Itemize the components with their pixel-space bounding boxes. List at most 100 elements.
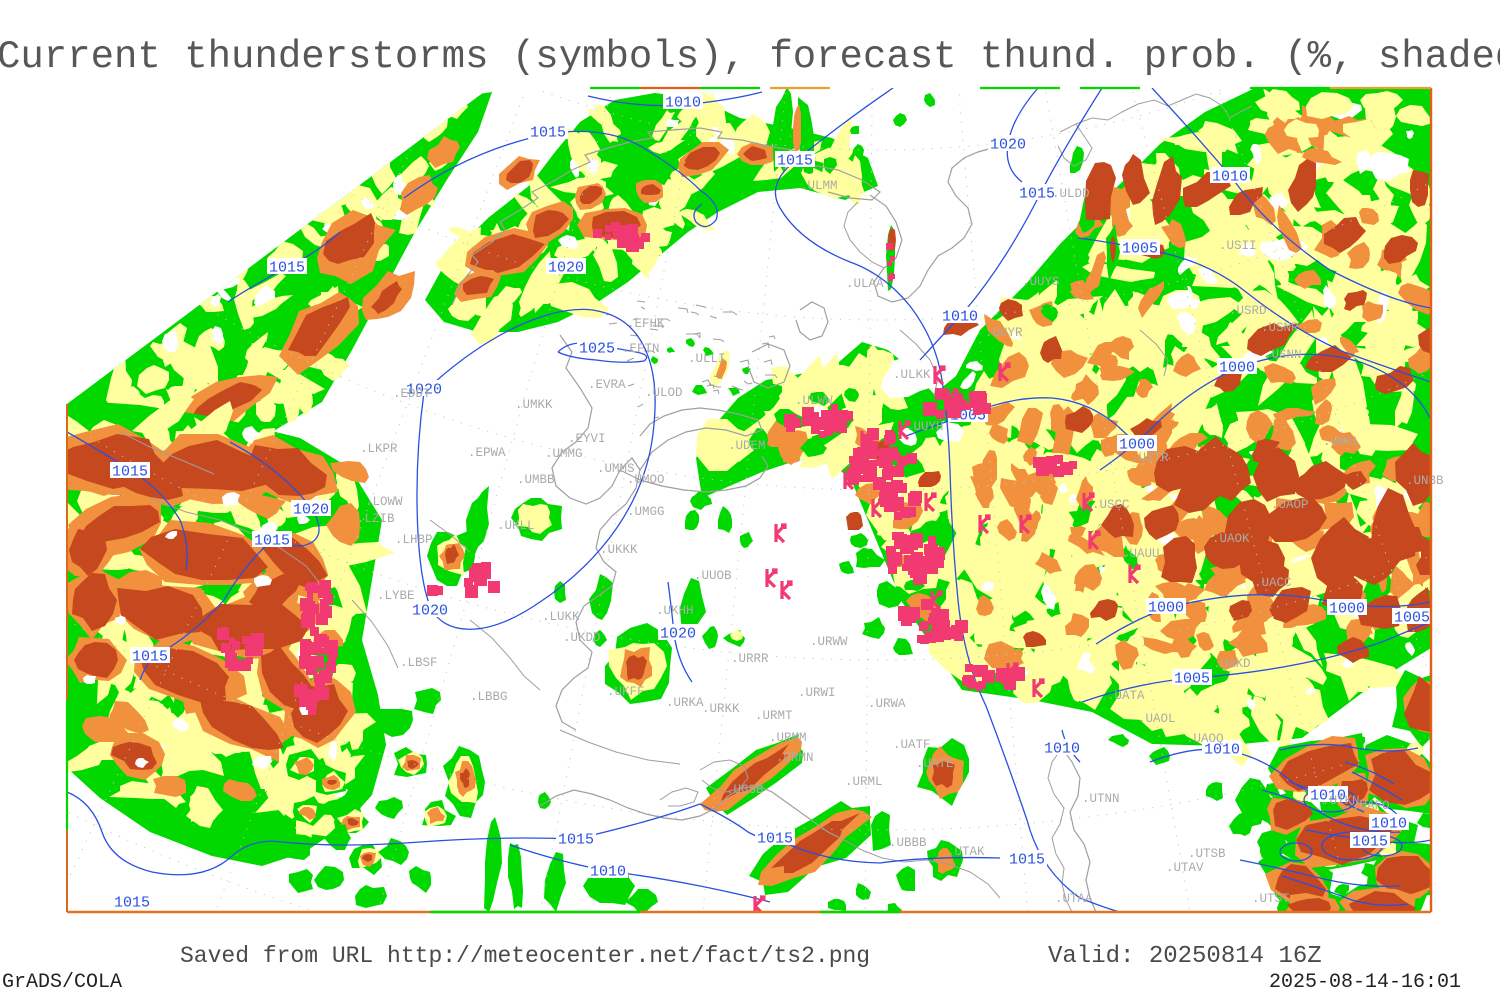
svg-text:2025-08-14-16:01: 2025-08-14-16:01 (1269, 971, 1461, 994)
svg-text:1020: 1020 (990, 137, 1026, 154)
svg-text:.URWI: .URWI (798, 686, 836, 700)
svg-text:.URKA: .URKA (666, 696, 704, 710)
svg-text:1005: 1005 (1174, 671, 1210, 688)
svg-text:.UMGG: .UMGG (627, 505, 665, 519)
svg-text:.UTSB: .UTSB (1188, 847, 1226, 861)
svg-text:.UKKK: .UKKK (600, 543, 638, 557)
svg-text:Saved from URL http://meteocen: Saved from URL http://meteocenter.net/fa… (180, 943, 870, 969)
svg-text:.UUYS: .UUYS (1022, 275, 1060, 289)
svg-text:Current thunderstorms (symbols: Current thunderstorms (symbols), forecas… (0, 35, 1500, 79)
svg-text:1015: 1015 (558, 832, 594, 849)
svg-text:.UKFF: .UKFF (607, 685, 645, 699)
svg-text:1000: 1000 (1148, 600, 1184, 617)
svg-text:1010: 1010 (590, 864, 626, 881)
svg-text:1020: 1020 (293, 502, 329, 519)
svg-text:.UATA: .UATA (1107, 689, 1145, 703)
svg-text:.USII: .USII (1219, 239, 1257, 253)
svg-text:.URMN: .URMN (776, 751, 814, 765)
svg-text:1015: 1015 (757, 831, 793, 848)
svg-text:.UMMG: .UMMG (545, 447, 583, 461)
svg-text:.UAFO: .UAFO (1352, 799, 1390, 813)
svg-text:1015: 1015 (530, 125, 566, 142)
svg-text:1015: 1015 (777, 153, 813, 170)
svg-text:.USTR: .USTR (1131, 451, 1169, 465)
svg-text:.UUYH: .UUYH (906, 420, 944, 434)
svg-text:.LKPR: .LKPR (360, 442, 398, 456)
svg-text:.ULWW: .ULWW (795, 394, 833, 408)
svg-text:.UMKK: .UMKK (515, 398, 553, 412)
svg-text:.UUOB: .UUOB (694, 569, 732, 583)
svg-text:1005: 1005 (1394, 610, 1430, 627)
svg-text:1015: 1015 (254, 533, 290, 550)
svg-text:GrADS/COLA: GrADS/COLA (2, 971, 122, 994)
svg-text:.LYBE: .LYBE (377, 589, 415, 603)
svg-text:.URML: .URML (845, 775, 883, 789)
svg-text:.UTAV: .UTAV (1166, 861, 1204, 875)
svg-text:.UAOQ: .UAOQ (1186, 732, 1224, 746)
svg-text:.UTST: .UTST (1252, 892, 1290, 906)
svg-text:1015: 1015 (1352, 834, 1388, 851)
svg-text:.LBSF: .LBSF (400, 656, 438, 670)
svg-text:.ULAA: .ULAA (846, 277, 884, 291)
svg-text:.UATE: .UATE (916, 757, 954, 771)
svg-text:.LBBG: .LBBG (470, 690, 508, 704)
svg-text:.UAKD: .UAKD (1213, 657, 1251, 671)
svg-text:1015: 1015 (114, 895, 150, 912)
svg-text:.UAOP: .UAOP (1271, 498, 1309, 512)
svg-text:1015: 1015 (132, 649, 168, 666)
svg-text:.LHBP: .LHBP (395, 533, 433, 547)
svg-text:.UTAK: .UTAK (947, 845, 985, 859)
svg-text:1020: 1020 (412, 603, 448, 620)
svg-text:1015: 1015 (1019, 186, 1055, 203)
svg-text:.URMT: .URMT (755, 709, 793, 723)
svg-text:.UDEM: .UDEM (728, 439, 766, 453)
svg-text:1010: 1010 (942, 309, 978, 326)
svg-text:.LUKK: .LUKK (542, 610, 580, 624)
svg-text:Valid: 20250814 16Z: Valid: 20250814 16Z (1048, 943, 1322, 970)
svg-text:1015: 1015 (112, 464, 148, 481)
svg-text:.URKK: .URKK (702, 702, 740, 716)
svg-text:1015: 1015 (1009, 852, 1045, 869)
svg-text:.UTNN: .UTNN (1082, 792, 1120, 806)
svg-text:.EYVI: .EYVI (568, 432, 606, 446)
svg-text:.LZIB: .LZIB (357, 512, 395, 526)
svg-text:1010: 1010 (665, 95, 701, 112)
svg-text:.USRD: .USRD (1229, 304, 1267, 318)
svg-text:.USNN: .USNN (1264, 348, 1302, 362)
svg-text:.EVRA: .EVRA (588, 378, 626, 392)
svg-text:.USNR: .USNR (1261, 321, 1299, 335)
svg-text:1015: 1015 (269, 260, 305, 277)
svg-text:.EFHK: .EFHK (627, 317, 665, 331)
svg-text:.UUYR: .UUYR (985, 326, 1023, 340)
svg-text:.UBBB: .UBBB (889, 836, 927, 850)
svg-text:.UMMS: .UMMS (597, 462, 635, 476)
svg-text:.UMBB: .UMBB (517, 473, 555, 487)
svg-text:.USCC: .USCC (1092, 498, 1130, 512)
svg-text:.EDDT: .EDDT (393, 387, 431, 401)
svg-text:1010: 1010 (1212, 169, 1248, 186)
svg-text:1010: 1010 (1371, 816, 1407, 833)
svg-text:.ULOD: .ULOD (645, 386, 683, 400)
svg-text:.UAOL: .UAOL (1138, 712, 1176, 726)
svg-text:.UNKL: .UNKL (1323, 435, 1361, 449)
svg-text:.UKHH: .UKHH (656, 604, 694, 618)
svg-text:1010: 1010 (1204, 742, 1240, 759)
svg-text:1000: 1000 (1329, 601, 1365, 618)
svg-text:1005: 1005 (1122, 241, 1158, 258)
svg-text:1020: 1020 (548, 260, 584, 277)
svg-text:.UNBB: .UNBB (1406, 474, 1444, 488)
svg-text:1000: 1000 (1119, 437, 1155, 454)
svg-text:1010: 1010 (1310, 788, 1346, 805)
svg-text:1000: 1000 (1219, 360, 1255, 377)
svg-text:.UAOK: .UAOK (1212, 532, 1250, 546)
svg-text:.URMM: .URMM (769, 731, 807, 745)
svg-text:.UMOO: .UMOO (627, 473, 665, 487)
svg-text:.ULKK: .ULKK (893, 368, 931, 382)
svg-text:1010: 1010 (1044, 741, 1080, 758)
svg-text:.URWW: .URWW (810, 635, 848, 649)
svg-text:.UAUU: .UAUU (1122, 547, 1160, 561)
svg-text:.URWA: .URWA (868, 697, 906, 711)
svg-text:.UACC: .UACC (1254, 576, 1292, 590)
svg-text:1020: 1020 (660, 626, 696, 643)
svg-text:.ULLI: .ULLI (688, 352, 726, 366)
